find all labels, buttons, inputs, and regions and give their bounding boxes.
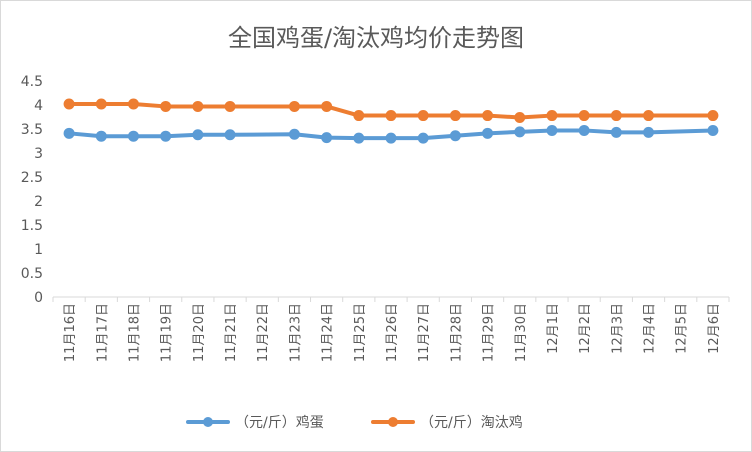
data-point <box>63 127 75 139</box>
legend-swatch-marker <box>388 417 398 427</box>
data-point <box>224 129 236 141</box>
x-tick-label: 11月18日 <box>127 303 142 362</box>
x-tick-label: 11月29日 <box>482 303 497 362</box>
data-point <box>385 132 397 144</box>
data-point <box>707 110 719 122</box>
y-tick-label: 4 <box>34 98 43 114</box>
data-point <box>95 98 107 110</box>
x-tick-label: 11月23日 <box>288 303 303 362</box>
data-point <box>546 110 558 122</box>
y-tick-label: 1.5 <box>21 218 43 234</box>
series-2 <box>63 98 719 123</box>
legend-item: （元/斤）鸡蛋 <box>186 414 324 431</box>
data-point <box>482 110 494 122</box>
data-point <box>610 126 622 138</box>
x-tick-label: 11月16日 <box>63 303 78 362</box>
chart-title: 全国鸡蛋/淘汰鸡均价走势图 <box>228 24 524 52</box>
data-point <box>353 132 365 144</box>
x-tick-label: 11月21日 <box>224 303 239 362</box>
data-point <box>514 111 526 123</box>
data-point <box>417 132 429 144</box>
data-point <box>63 98 75 110</box>
data-point <box>321 100 333 112</box>
y-axis: 0 0.5 1 1.5 2 2.5 3 3.5 4 4.5 <box>21 74 43 306</box>
data-point <box>95 130 107 142</box>
data-point <box>578 124 590 136</box>
x-tick-label: 11月26日 <box>385 303 400 362</box>
x-tick-label: 12月3日 <box>610 303 625 354</box>
series-layer <box>63 98 719 144</box>
x-tick-label: 11月27日 <box>417 303 432 362</box>
y-tick-label: 0 <box>34 290 43 306</box>
x-tick-label: 11月20日 <box>192 303 207 362</box>
data-point <box>160 130 172 142</box>
data-point <box>288 100 300 112</box>
x-tick-label: 11月24日 <box>321 303 336 362</box>
legend-item: （元/斤）淘汰鸡 <box>371 414 523 431</box>
data-point <box>192 100 204 112</box>
legend: （元/斤）鸡蛋 （元/斤）淘汰鸡 <box>186 414 523 431</box>
data-point <box>417 110 429 122</box>
x-tick-label: 11月28日 <box>449 303 464 362</box>
y-tick-label: 3 <box>34 146 43 162</box>
y-tick-label: 1 <box>34 242 43 258</box>
data-point <box>127 98 139 110</box>
data-point <box>482 127 494 139</box>
data-point <box>449 130 461 142</box>
data-point <box>224 100 236 112</box>
data-point <box>160 100 172 112</box>
data-point <box>321 132 333 144</box>
data-point <box>643 126 655 138</box>
y-tick-label: 3.5 <box>21 122 43 138</box>
x-tick-label: 11月25日 <box>353 303 368 362</box>
legend-swatch-marker <box>203 417 213 427</box>
x-tick-label: 12月5日 <box>675 303 690 354</box>
legend-label: （元/斤）淘汰鸡 <box>420 414 523 431</box>
x-tick-label: 11月30日 <box>514 303 529 362</box>
x-tick-label: 12月1日 <box>546 303 561 354</box>
y-tick-label: 2 <box>34 194 43 210</box>
x-tick-label: 11月22日 <box>256 303 271 362</box>
x-tick-label: 11月17日 <box>95 303 110 362</box>
data-point <box>514 126 526 138</box>
data-point <box>546 124 558 136</box>
series-1 <box>63 124 719 144</box>
x-axis: 11月16日 11月17日 11月18日 11月19日 11月20日 11月21日 11月2… <box>52 296 730 362</box>
y-tick-label: 4.5 <box>21 74 43 90</box>
x-tick-label: 11月19日 <box>160 303 175 362</box>
data-point <box>192 129 204 141</box>
data-point <box>449 110 461 122</box>
data-point <box>707 124 719 136</box>
y-tick-label: 2.5 <box>21 170 43 186</box>
data-point <box>353 110 365 122</box>
data-point <box>385 110 397 122</box>
data-point <box>643 110 655 122</box>
data-point <box>288 128 300 140</box>
y-tick-label: 0.5 <box>21 266 43 282</box>
x-tick-label: 12月6日 <box>707 303 722 354</box>
data-point <box>578 110 590 122</box>
legend-label: （元/斤）鸡蛋 <box>235 414 324 431</box>
data-point <box>127 130 139 142</box>
x-tick-label: 12月2日 <box>578 303 593 354</box>
x-tick-label: 12月4日 <box>643 303 658 354</box>
data-point <box>610 110 622 122</box>
